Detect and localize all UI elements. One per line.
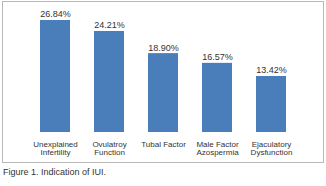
html-text:Figure 1. Indication of IUI.: Figure 1. Indication of IUI. — [3, 167, 107, 177]
svg-text:Male FactorAzospermia: Male FactorAzospermia — [196, 140, 239, 157]
svg-text:OvulatroyFunction: OvulatroyFunction — [92, 140, 126, 157]
svg-text:13.42%: 13.42% — [256, 65, 287, 75]
svg-text:16.57%: 16.57% — [202, 52, 233, 62]
svg-text:26.84%: 26.84% — [40, 9, 71, 19]
svg-text:EjaculatoryDysfunction: EjaculatoryDysfunction — [251, 140, 293, 157]
svg-text:24.21%: 24.21% — [94, 20, 125, 30]
svg-text:UnexplainedInfertility: UnexplainedInfertility — [33, 140, 77, 157]
svg-text:Tubal Factor: Tubal Factor — [141, 140, 186, 149]
svg-text:18.90%: 18.90% — [148, 43, 179, 53]
